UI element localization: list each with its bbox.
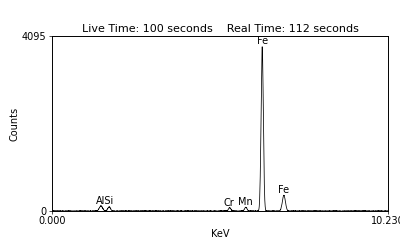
Y-axis label: Counts: Counts — [9, 107, 19, 141]
Title: Live Time: 100 seconds    Real Time: 112 seconds: Live Time: 100 seconds Real Time: 112 se… — [82, 24, 358, 34]
Text: Fe: Fe — [278, 185, 290, 195]
Text: Cr: Cr — [223, 198, 234, 208]
Text: Mn: Mn — [238, 197, 253, 207]
Text: Fe: Fe — [257, 36, 268, 46]
X-axis label: KeV: KeV — [211, 229, 229, 239]
Text: AlSi: AlSi — [96, 196, 114, 206]
